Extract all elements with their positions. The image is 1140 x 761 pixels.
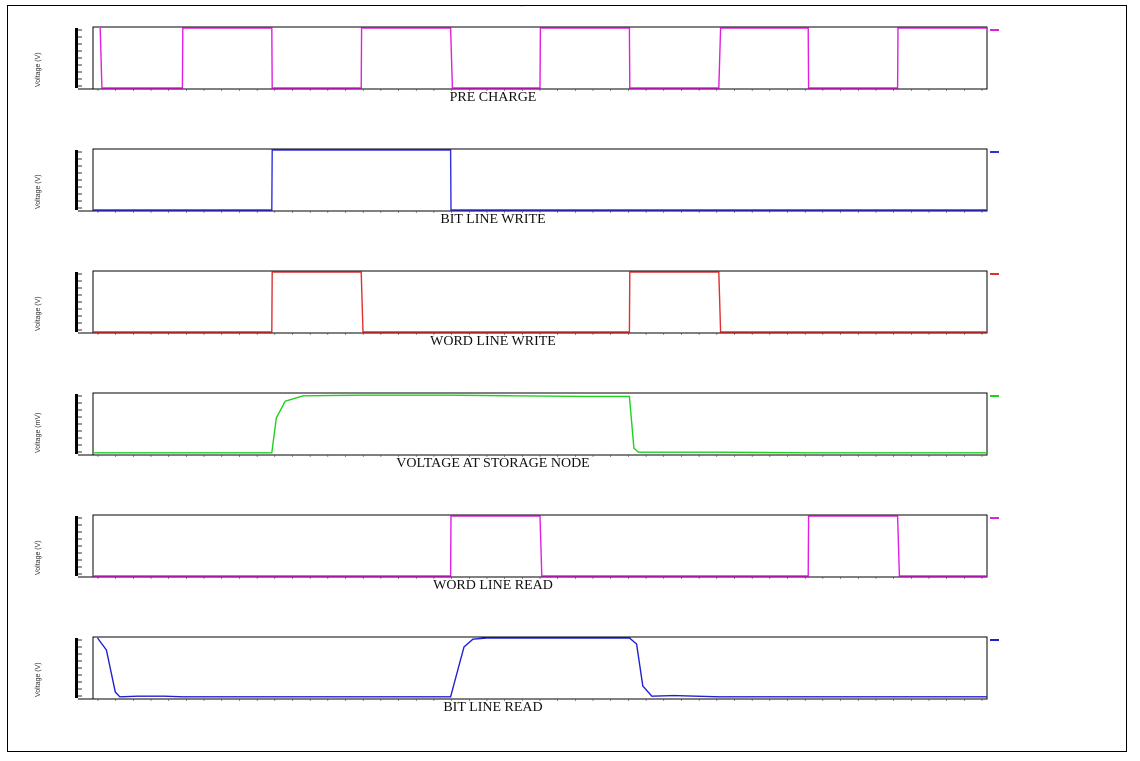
panel-title: VOLTAGE AT STORAGE NODE xyxy=(396,456,590,471)
waveform-line xyxy=(93,149,987,211)
waveform-line xyxy=(99,27,987,89)
waveform-line xyxy=(93,515,987,577)
plot-border xyxy=(92,148,988,212)
panel-title: PRE CHARGE xyxy=(449,90,537,105)
waveform-panel: Voltage (V) PRE CHARGE xyxy=(0,14,1140,136)
plot-border xyxy=(92,636,988,700)
waveform-panel: Voltage (V) WORD LINE WRITE xyxy=(0,258,1140,380)
waveform-panel: Voltage (mV) VOLTAGE AT STORAGE NODE xyxy=(0,380,1140,502)
panel-title: WORD LINE READ xyxy=(433,578,553,593)
y-axis-bar xyxy=(75,272,78,332)
y-axis-bar xyxy=(75,150,78,210)
waveform-panel: Voltage (V) WORD LINE READ xyxy=(0,502,1140,624)
waveform-line xyxy=(93,394,987,454)
plot-border xyxy=(92,392,988,456)
waveform-line xyxy=(93,271,987,333)
waveform-plot: Voltage (V) xyxy=(35,514,999,579)
y-axis-label: Voltage (V) xyxy=(35,662,42,697)
panel-title: BIT LINE READ xyxy=(443,700,543,715)
waveform-plot: Voltage (mV) xyxy=(35,392,999,457)
y-axis-label: Voltage (V) xyxy=(35,296,42,331)
y-axis-label: Voltage (V) xyxy=(35,540,42,575)
waveform-plot: Voltage (V) xyxy=(35,636,999,701)
panel-title: WORD LINE WRITE xyxy=(430,334,556,349)
y-axis-label: Voltage (V) xyxy=(35,174,42,209)
waveform-panel: Voltage (V) BIT LINE READ xyxy=(0,624,1140,746)
y-axis-bar xyxy=(75,638,78,698)
waveform-plot: Voltage (V) xyxy=(35,270,999,335)
waveform-line xyxy=(96,637,987,698)
y-axis-label: Voltage (V) xyxy=(35,52,42,87)
plot-border xyxy=(92,270,988,334)
figure-frame xyxy=(7,5,1127,752)
y-axis-bar xyxy=(75,28,78,88)
waveform-plot: Voltage (V) xyxy=(35,148,999,213)
y-axis-bar xyxy=(75,516,78,576)
y-axis-bar xyxy=(75,394,78,454)
waveform-panel: Voltage (V) BIT LINE WRITE xyxy=(0,136,1140,258)
header-mark: … xyxy=(520,3,524,8)
panel-title: BIT LINE WRITE xyxy=(440,212,546,227)
y-axis-label: Voltage (mV) xyxy=(35,413,42,453)
waveform-plot: Voltage (V) xyxy=(35,26,999,91)
